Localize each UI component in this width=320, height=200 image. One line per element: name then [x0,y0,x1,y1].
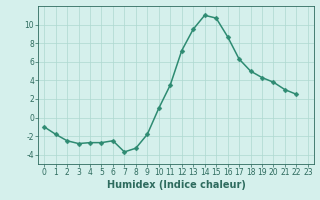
X-axis label: Humidex (Indice chaleur): Humidex (Indice chaleur) [107,180,245,190]
